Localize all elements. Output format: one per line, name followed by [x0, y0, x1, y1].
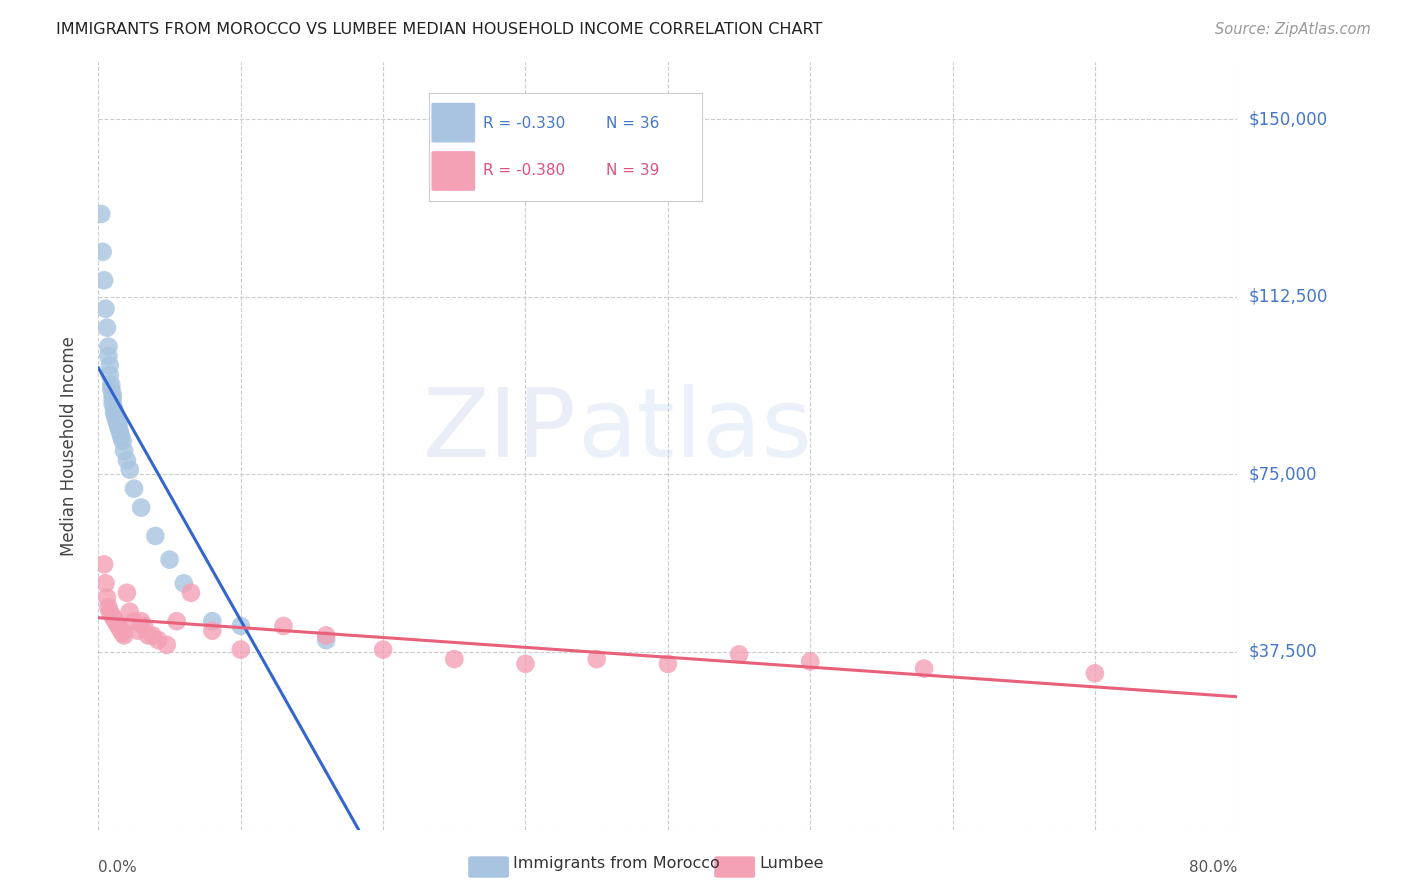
- Point: [105, 415, 128, 429]
- Point: [118, 463, 141, 477]
- Point: [108, 621, 131, 635]
- Point: [93, 558, 115, 572]
- Text: Immigrants from Morocco: Immigrants from Morocco: [513, 856, 720, 871]
- Point: [105, 616, 128, 631]
- Point: [129, 614, 152, 628]
- Point: [115, 453, 138, 467]
- Point: [101, 392, 124, 406]
- Point: [229, 619, 252, 633]
- Point: [96, 320, 118, 334]
- Point: [373, 642, 395, 657]
- Point: [118, 605, 141, 619]
- Point: [103, 406, 125, 420]
- Point: [122, 482, 145, 496]
- Text: 80.0%: 80.0%: [1189, 860, 1237, 875]
- Point: [136, 628, 159, 642]
- Point: [912, 662, 935, 676]
- Point: [585, 652, 607, 666]
- Point: [93, 273, 115, 287]
- Point: [515, 657, 537, 671]
- Point: [107, 417, 129, 432]
- Point: [97, 599, 120, 614]
- Point: [104, 410, 127, 425]
- Point: [201, 614, 224, 628]
- Point: [108, 425, 131, 439]
- Point: [104, 408, 127, 422]
- Point: [110, 624, 132, 638]
- Point: [96, 591, 118, 605]
- Point: [97, 349, 120, 363]
- Point: [94, 576, 117, 591]
- Point: [111, 626, 134, 640]
- Point: [127, 624, 149, 638]
- Point: [156, 638, 179, 652]
- Text: Source: ZipAtlas.com: Source: ZipAtlas.com: [1215, 22, 1371, 37]
- Point: [180, 586, 202, 600]
- Point: [94, 301, 117, 316]
- Point: [90, 207, 112, 221]
- Text: atlas: atlas: [576, 384, 811, 477]
- Text: ZIP: ZIP: [423, 384, 576, 477]
- Point: [107, 420, 129, 434]
- Point: [315, 628, 337, 642]
- Point: [166, 614, 188, 628]
- Point: [104, 614, 127, 628]
- Point: [107, 619, 129, 633]
- Point: [103, 612, 125, 626]
- Point: [443, 652, 465, 666]
- Point: [315, 633, 337, 648]
- Point: [100, 377, 122, 392]
- Y-axis label: Median Household Income: Median Household Income: [59, 336, 77, 556]
- Point: [101, 387, 124, 401]
- Point: [101, 396, 124, 410]
- Point: [201, 624, 224, 638]
- Point: [273, 619, 295, 633]
- Point: [98, 605, 121, 619]
- Text: $37,500: $37,500: [1249, 643, 1317, 661]
- Point: [98, 368, 121, 382]
- Point: [122, 614, 145, 628]
- Point: [100, 382, 122, 396]
- Point: [115, 586, 138, 600]
- Text: $75,000: $75,000: [1249, 466, 1317, 483]
- Point: [728, 648, 751, 662]
- Point: [110, 429, 132, 443]
- Point: [799, 655, 821, 669]
- Text: 0.0%: 0.0%: [98, 860, 138, 875]
- Point: [148, 633, 170, 648]
- Text: Lumbee: Lumbee: [759, 856, 824, 871]
- Point: [111, 434, 134, 449]
- Point: [132, 619, 155, 633]
- Point: [1084, 666, 1107, 681]
- Point: [657, 657, 679, 671]
- Point: [98, 359, 121, 373]
- Point: [91, 244, 114, 259]
- Point: [97, 340, 120, 354]
- Point: [145, 529, 167, 543]
- Point: [101, 609, 124, 624]
- Point: [129, 500, 152, 515]
- Text: $112,500: $112,500: [1249, 288, 1327, 306]
- Text: IMMIGRANTS FROM MOROCCO VS LUMBEE MEDIAN HOUSEHOLD INCOME CORRELATION CHART: IMMIGRANTS FROM MOROCCO VS LUMBEE MEDIAN…: [56, 22, 823, 37]
- Point: [103, 401, 125, 416]
- Point: [229, 642, 252, 657]
- Point: [159, 552, 181, 566]
- Point: [105, 413, 128, 427]
- Text: $150,000: $150,000: [1249, 111, 1327, 128]
- Point: [141, 628, 163, 642]
- Point: [173, 576, 195, 591]
- Point: [112, 443, 135, 458]
- Point: [112, 628, 135, 642]
